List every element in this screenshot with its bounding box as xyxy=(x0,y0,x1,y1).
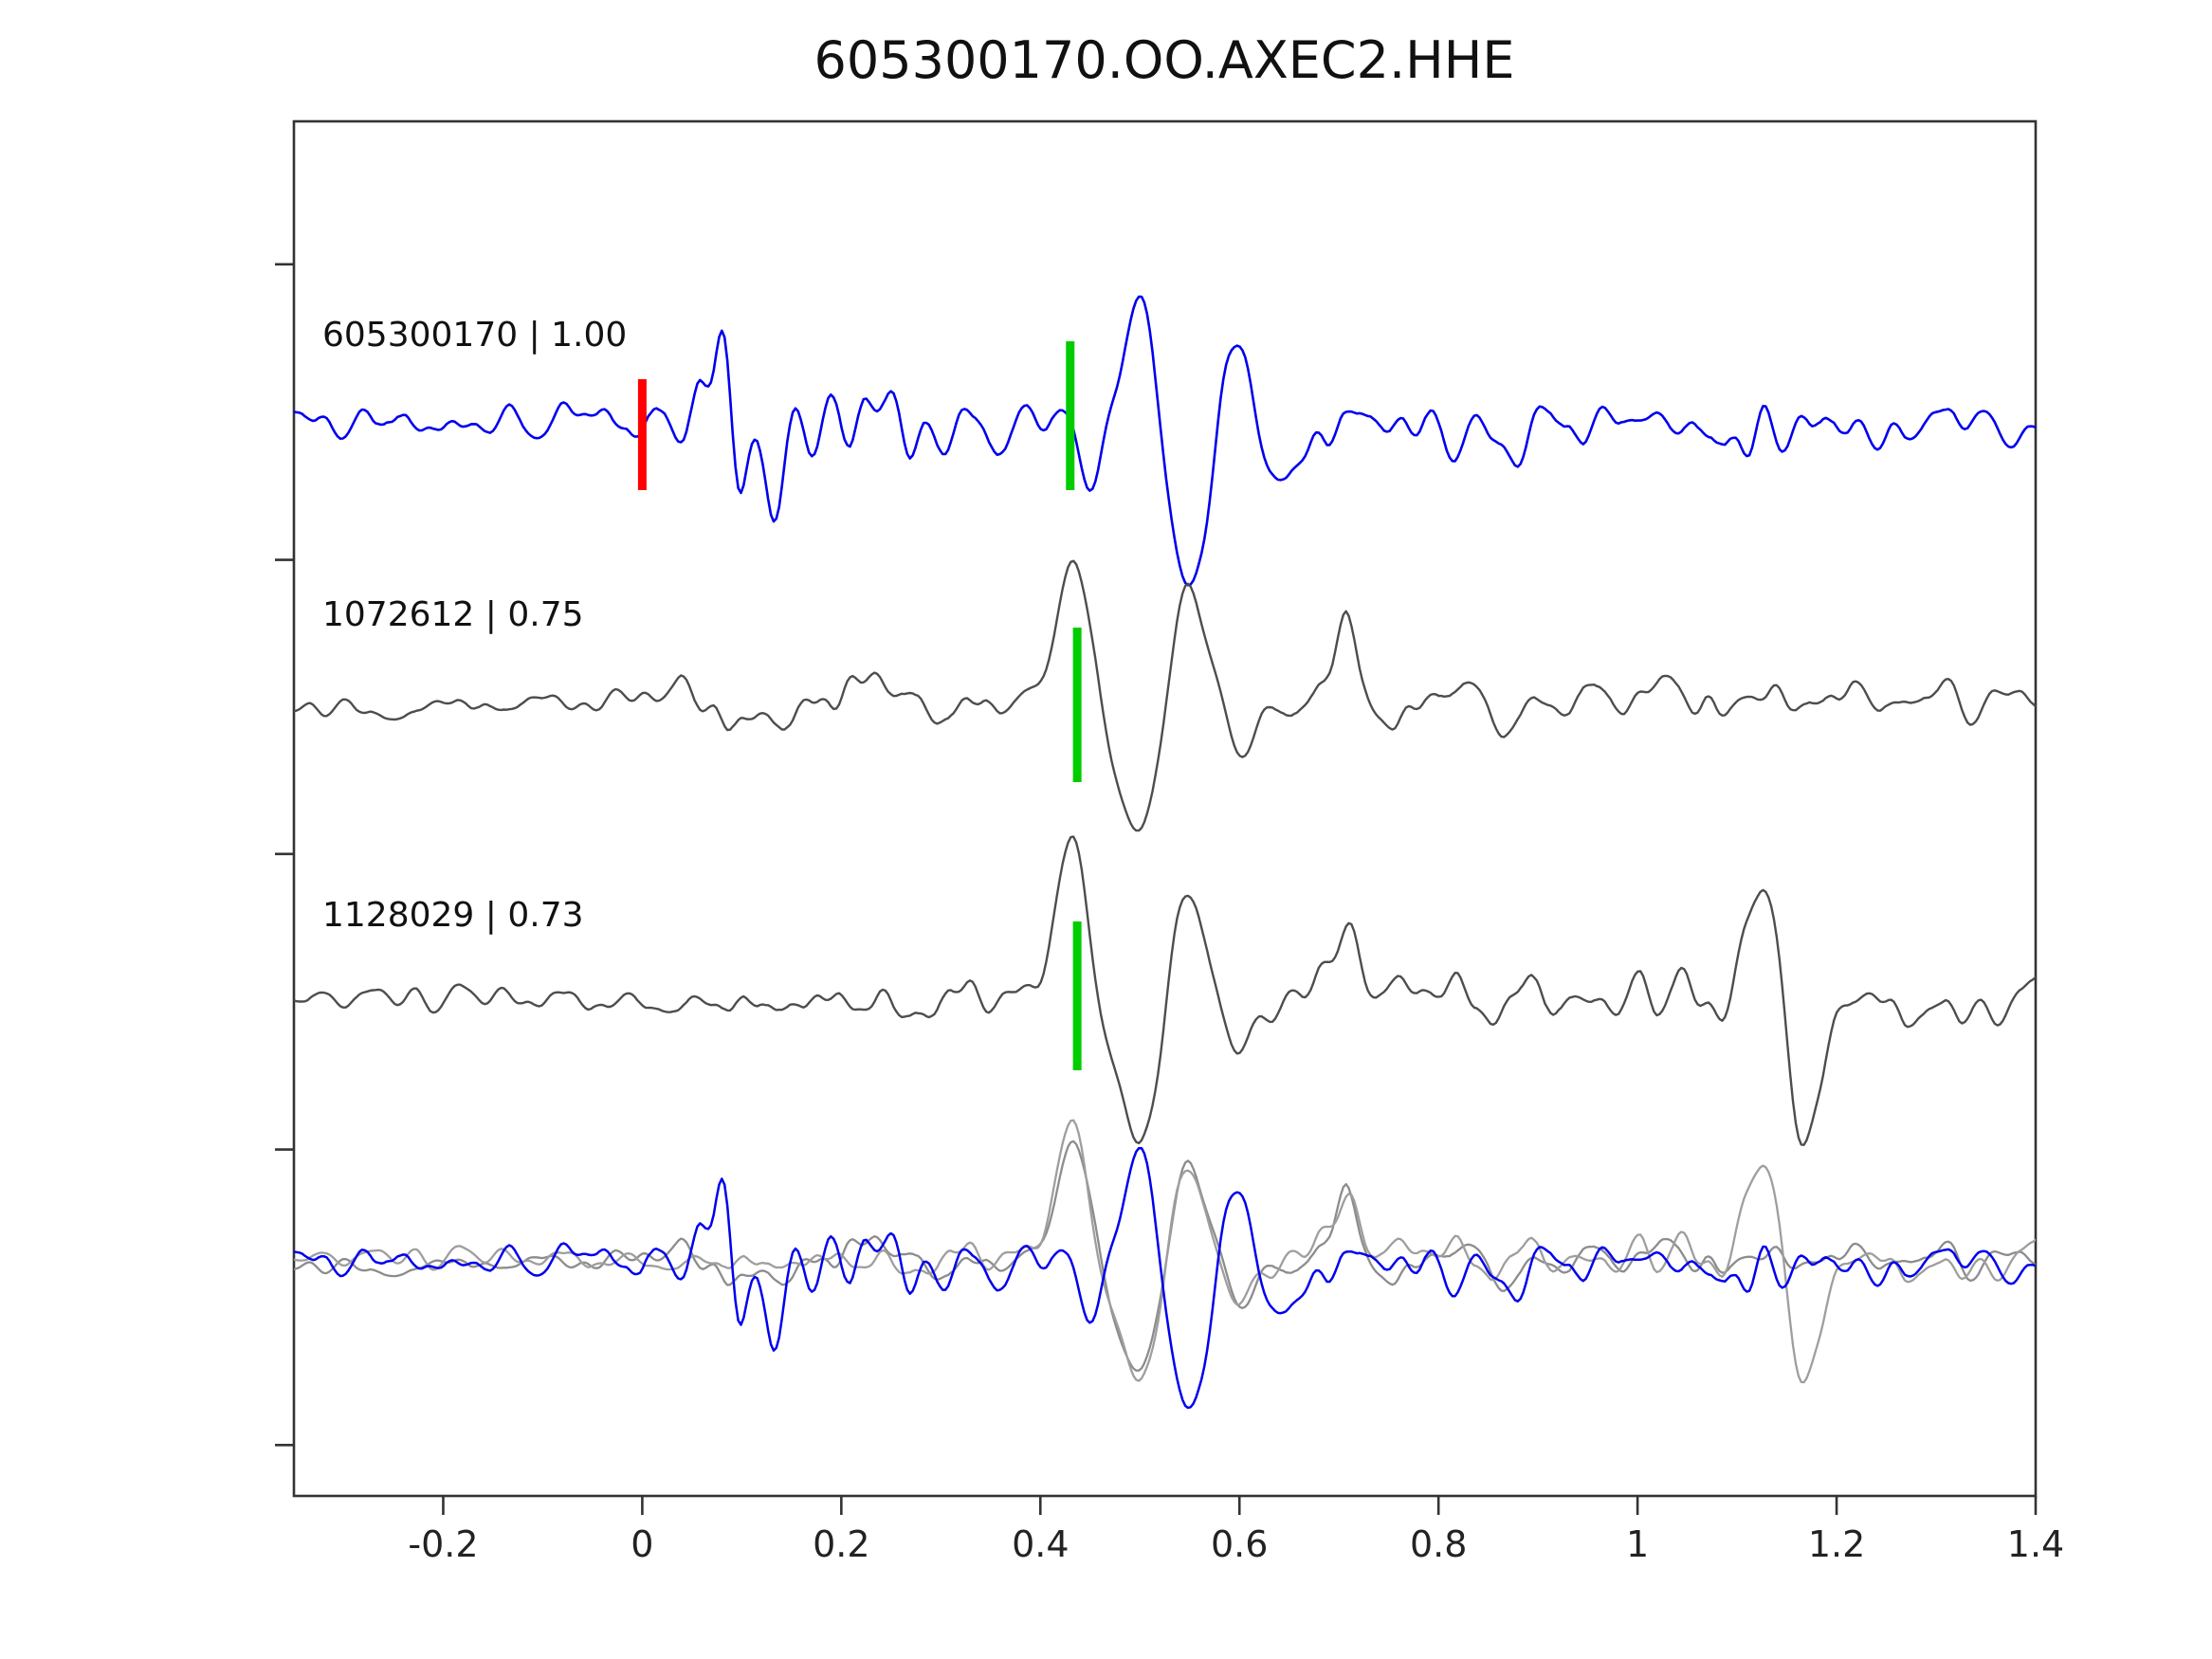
trace-605300170-overlay xyxy=(294,1146,2036,1410)
x-tick-label: 1.4 xyxy=(2007,1523,2064,1565)
axes-layer: -0.2 0 0.2 0.4 0.6 0.8 1 1.2 1.4 xyxy=(275,119,2064,1565)
x-tick-label: -0.2 xyxy=(408,1523,478,1565)
trace-605300170 xyxy=(294,295,2036,587)
x-tick-label: 0.6 xyxy=(1211,1523,1268,1565)
trace-1128029-overlay xyxy=(294,1119,2036,1384)
trace-label-2: 1128029 | 0.73 xyxy=(322,896,584,935)
trace-1128029 xyxy=(294,835,2036,1146)
axes-frame xyxy=(292,119,2038,1498)
traces-layer xyxy=(294,295,2036,1410)
x-tick-label: 1.2 xyxy=(1808,1523,1865,1565)
chart-title: 605300170.OO.AXEC2.HHE xyxy=(814,30,1515,90)
trace-label-1: 1072612 | 0.75 xyxy=(322,595,584,634)
x-tick-label: 0.2 xyxy=(813,1523,869,1565)
x-tick-label: 1 xyxy=(1626,1523,1649,1565)
x-tick-label: 0.8 xyxy=(1410,1523,1467,1565)
x-tick-label: 0 xyxy=(631,1523,653,1565)
trace-1072612 xyxy=(294,559,2036,832)
labels-layer: 605300170 | 1.00 1072612 | 0.75 1128029 | … xyxy=(322,316,627,935)
markers-layer xyxy=(637,341,1082,1070)
trace-label-0: 605300170 | 1.00 xyxy=(322,316,627,355)
x-tick-label: 0.4 xyxy=(1012,1523,1069,1565)
